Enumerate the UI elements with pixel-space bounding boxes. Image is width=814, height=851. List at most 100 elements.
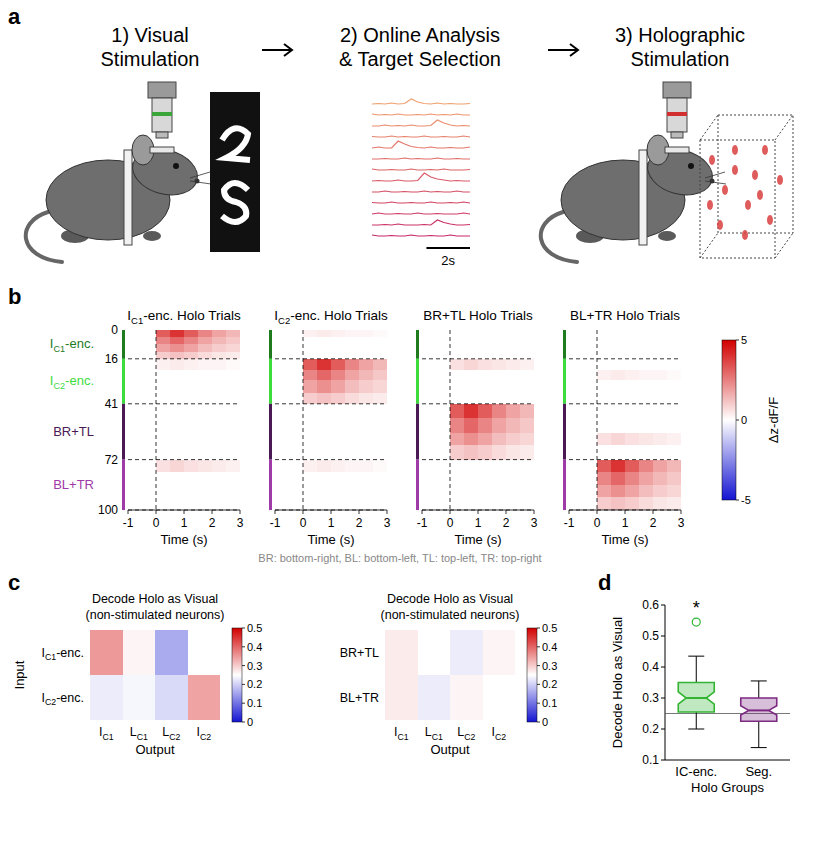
text-part: -enc. Holo Trials <box>290 308 388 323</box>
heatmap-cell <box>373 393 387 404</box>
heatmap-cell <box>436 337 450 345</box>
heatmap-cell <box>483 675 516 720</box>
heatmap-cell <box>464 445 478 460</box>
heatmap-cell <box>450 337 464 345</box>
heatmap-cell <box>492 393 506 404</box>
heatmap-cell <box>492 497 506 510</box>
x-axis <box>128 510 240 511</box>
heatmap-cell <box>317 344 331 352</box>
heatmap-cell <box>422 418 436 433</box>
heatmap-cell <box>520 359 534 370</box>
heatmap-cell <box>128 497 142 510</box>
heatmap-cell <box>123 675 156 720</box>
heatmap-cell <box>289 344 303 352</box>
heatmap-cell <box>359 445 373 460</box>
heatmap-cell <box>226 497 240 510</box>
x-tick <box>240 510 241 514</box>
heatmap-cell <box>436 352 450 360</box>
group-bar <box>122 460 125 510</box>
colorbar-tick-label: 0 <box>542 716 548 728</box>
panel-letter: c <box>8 570 20 595</box>
heatmap-cell <box>492 337 506 345</box>
heatmap-cell <box>667 433 681 446</box>
heatmap-cell <box>597 337 611 345</box>
arrow <box>548 44 578 56</box>
stim-line <box>597 330 598 510</box>
group-divider <box>275 510 387 511</box>
whiskers <box>190 172 211 184</box>
heatmap-cell <box>478 393 492 404</box>
heatmap-cell <box>506 445 520 460</box>
heatmap-cell <box>583 380 597 393</box>
heatmap-cell <box>625 370 639 381</box>
x-tick <box>534 510 535 514</box>
heatmap-cell <box>583 445 597 460</box>
heatmap-cell <box>667 344 681 352</box>
x-tick <box>212 510 213 514</box>
heatmap-cell <box>569 472 583 485</box>
text-part: 0.5 <box>247 622 262 634</box>
heatmap-cell <box>184 497 198 510</box>
heatmap-cell <box>478 344 492 352</box>
heatmap-cell <box>142 380 156 393</box>
heatmap-cell <box>520 404 534 419</box>
text-part: BR+TL <box>340 646 379 660</box>
heatmap-cell <box>625 352 639 360</box>
heatmap-cell <box>128 359 142 370</box>
heatmap-cell <box>611 337 625 345</box>
heatmap-cell <box>653 497 667 510</box>
heatmap-cell <box>583 393 597 404</box>
heatmap-cell <box>142 497 156 510</box>
heatmap-cell <box>483 630 516 675</box>
heatmap-cell <box>464 404 478 419</box>
x-tick-label: 1 <box>328 516 335 530</box>
x-tick <box>303 510 304 514</box>
x-axis <box>422 510 534 511</box>
heatmap-cell <box>303 404 317 419</box>
heatmap-cell <box>506 472 520 485</box>
text-part: 0 <box>153 516 160 530</box>
text-part: 0.5 <box>642 629 659 643</box>
whisker-cap <box>751 680 767 681</box>
heatmap-cell <box>128 380 142 393</box>
target-spot <box>732 145 738 155</box>
text-part: -1 <box>564 516 575 530</box>
heatmap-cell <box>569 359 583 370</box>
heatmap-cell <box>611 344 625 352</box>
heatmap-cell <box>450 418 464 433</box>
heatmap-cell <box>155 630 188 675</box>
heatmap-cell <box>450 352 464 360</box>
heatmap-cell <box>464 359 478 370</box>
heatmap-cell <box>373 418 387 433</box>
group-label: IC1-enc. <box>50 336 94 354</box>
heatmap-cell <box>345 485 359 498</box>
heatmap-cell <box>450 393 464 404</box>
panel-letter: d <box>598 570 611 595</box>
target-spot <box>717 220 723 230</box>
x-tick <box>128 510 129 514</box>
heatmap-cell <box>359 433 373 446</box>
heatmap-cell <box>275 472 289 485</box>
heatmap-cell <box>128 352 142 360</box>
x-tick-label: -1 <box>123 516 134 530</box>
head-plate <box>150 147 174 153</box>
group-bar <box>416 359 419 404</box>
x-tick-label: 0 <box>300 516 307 530</box>
heatmap-cell <box>597 330 611 338</box>
heatmap-cell <box>492 370 506 381</box>
head-post <box>124 150 132 245</box>
group-divider <box>422 459 534 460</box>
heatmap-cell <box>156 497 170 510</box>
heatmap-cell <box>464 330 478 338</box>
heatmap-cell <box>520 445 534 460</box>
trace <box>372 220 470 225</box>
text-part: BR: bottom-right, BL: bottom-left, TL: t… <box>258 552 541 564</box>
text-part: 1 <box>622 516 629 530</box>
colorbar-tick <box>242 722 245 723</box>
head-plate <box>665 147 689 153</box>
stimulus <box>222 128 250 160</box>
heatmap-cell <box>436 404 450 419</box>
heatmap-cell <box>317 393 331 404</box>
text-part: Stimulation <box>101 48 200 70</box>
trace <box>372 120 470 126</box>
